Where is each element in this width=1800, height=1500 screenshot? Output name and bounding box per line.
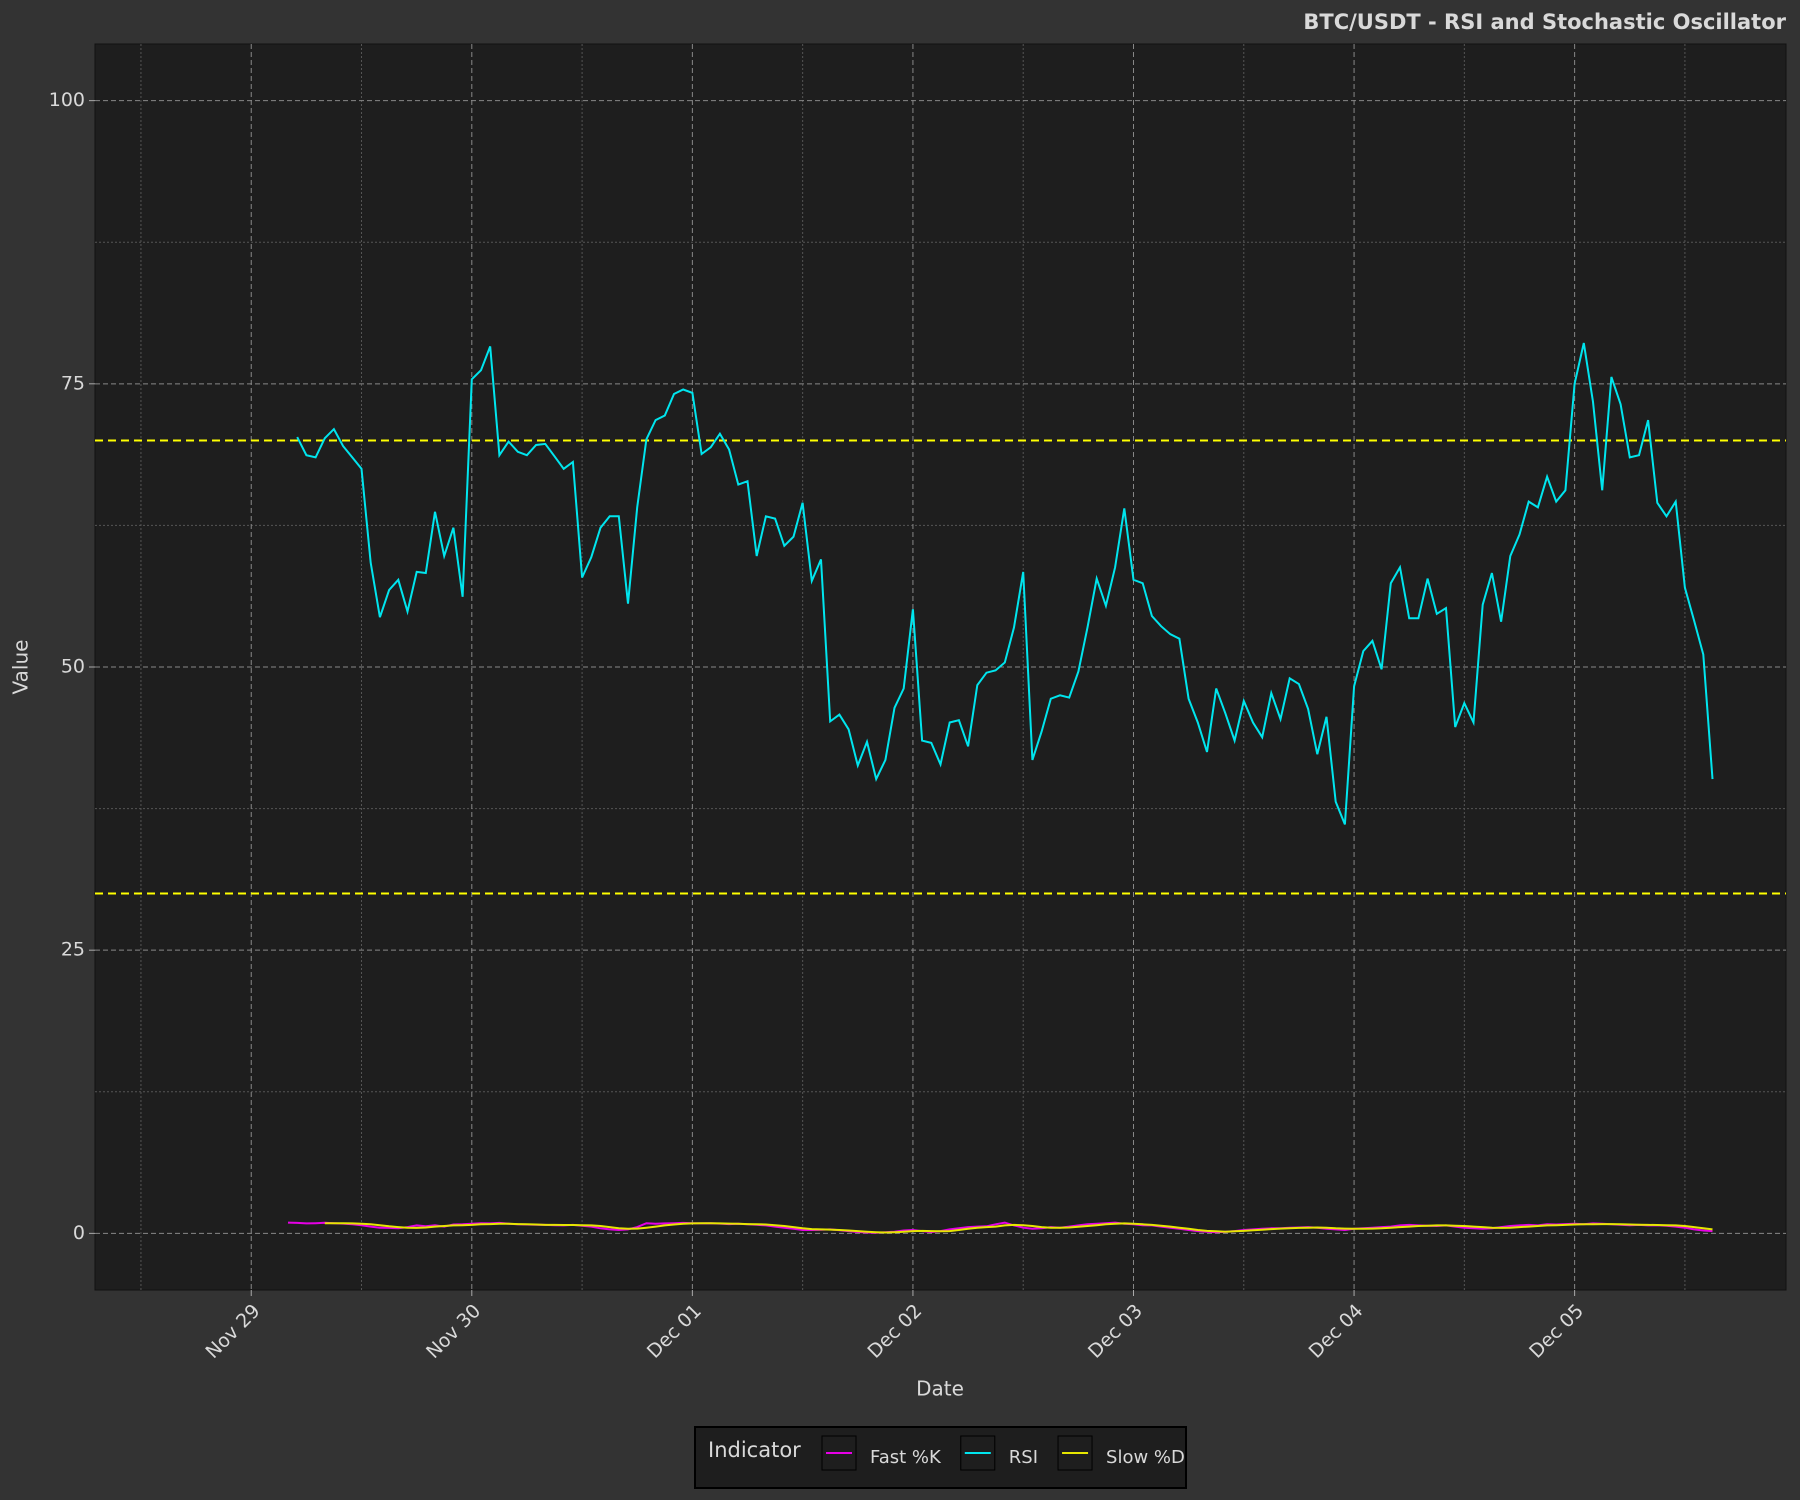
series-line (324, 1222, 1713, 1234)
legend-label: Fast %K (870, 1447, 942, 1468)
legend-box (694, 1426, 1187, 1489)
legend-label: Slow %D (1106, 1447, 1185, 1468)
y-tick-label: 25 (61, 939, 85, 961)
y-tick-label: 100 (49, 89, 85, 111)
x-axis-label: Date (916, 1377, 964, 1401)
legend-label: RSI (1009, 1447, 1038, 1468)
legend-title: Indicator (708, 1438, 801, 1462)
y-tick-label: 0 (73, 1222, 85, 1244)
plot-area (94, 43, 1787, 1291)
chart-title: BTC/USDT - RSI and Stochastic Oscillator (1303, 10, 1786, 34)
y-tick-label: 50 (61, 656, 85, 678)
y-axis-label: Value (9, 640, 33, 695)
series-line (296, 342, 1714, 825)
y-tick-label: 75 (61, 372, 85, 394)
